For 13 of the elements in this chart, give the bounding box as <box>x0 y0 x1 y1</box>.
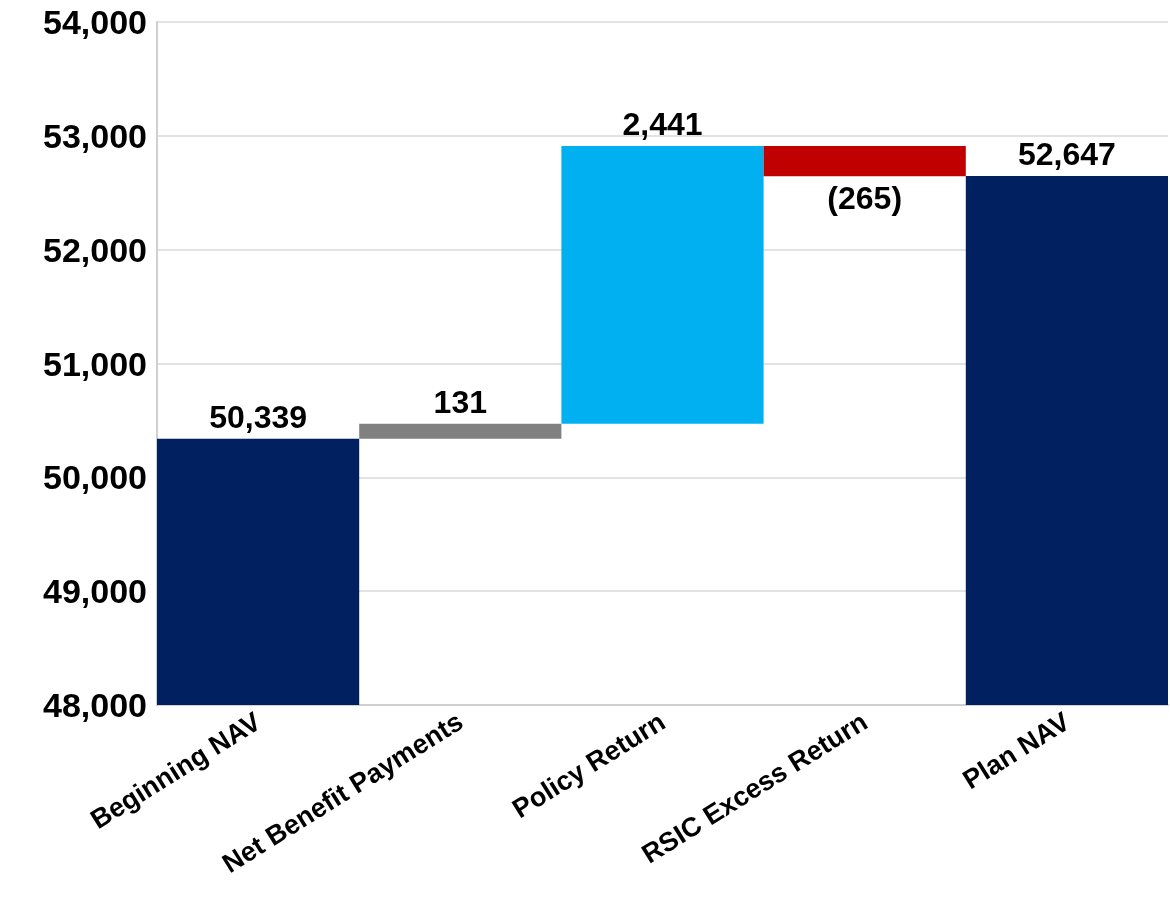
y-tick-label: 53,000 <box>43 116 147 155</box>
data-label: 52,647 <box>1017 136 1116 173</box>
data-label: (265) <box>827 180 903 217</box>
data-label: 50,339 <box>209 398 308 435</box>
x-tick-label: Plan NAV <box>957 706 1075 796</box>
y-tick-label: 48,000 <box>43 686 147 724</box>
y-tick-label: 51,000 <box>43 344 147 383</box>
y-tick-label: 52,000 <box>43 230 147 269</box>
data-label: 2,441 <box>622 105 703 142</box>
y-tick-label: 54,000 <box>43 3 147 41</box>
data-label: 131 <box>433 383 487 420</box>
y-tick-label: 49,000 <box>43 572 147 611</box>
y-tick-label: 50,000 <box>43 458 147 497</box>
